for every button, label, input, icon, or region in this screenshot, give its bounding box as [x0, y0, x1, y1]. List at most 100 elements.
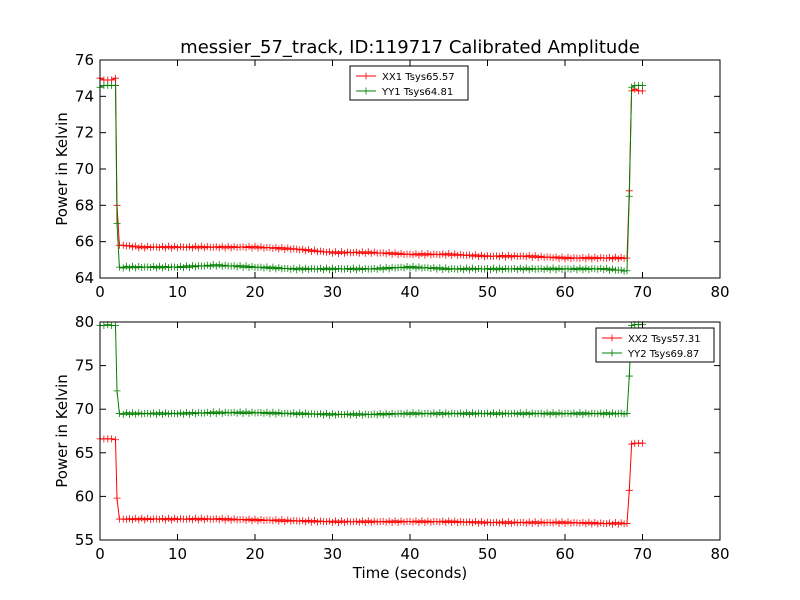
data-point	[439, 265, 447, 273]
data-point	[174, 244, 181, 252]
data-point	[576, 409, 584, 417]
top-y-axis-label: Power in Kelvin	[53, 112, 71, 226]
data-point	[564, 265, 572, 273]
data-point	[489, 252, 497, 260]
x-tick-label: 80	[710, 545, 729, 563]
data-point	[147, 264, 155, 272]
data-point	[162, 516, 170, 524]
data-point	[370, 517, 378, 525]
data-point	[510, 518, 518, 526]
x-tick-label: 0	[95, 545, 105, 563]
data-point	[481, 265, 489, 273]
x-tick-label: 40	[400, 545, 419, 563]
data-point	[469, 264, 477, 272]
data-point	[191, 410, 199, 418]
data-point	[185, 410, 193, 418]
data-point	[260, 264, 268, 272]
data-point	[561, 519, 569, 527]
data-point	[242, 408, 250, 416]
data-point	[385, 517, 393, 525]
data-point	[329, 410, 336, 418]
x-tick-label: 20	[245, 545, 264, 563]
data-point	[263, 408, 271, 416]
data-point	[617, 253, 625, 261]
legend-label: XX2 Tsys57.31	[628, 334, 701, 345]
data-point	[367, 249, 375, 257]
y-tick-label: 75	[75, 357, 94, 375]
data-point	[436, 264, 444, 272]
data-point	[320, 248, 328, 256]
data-point	[594, 255, 602, 263]
data-point	[138, 410, 146, 418]
data-point	[454, 265, 462, 273]
data-point	[507, 519, 515, 527]
data-point	[495, 253, 503, 261]
data-point	[221, 261, 229, 269]
data-point	[400, 518, 408, 526]
data-point	[463, 518, 471, 526]
data-point	[112, 74, 119, 82]
data-point	[439, 517, 447, 525]
data-point	[340, 249, 348, 257]
data-point	[567, 265, 575, 273]
data-point	[582, 255, 590, 263]
data-point	[209, 243, 217, 251]
data-point	[141, 244, 149, 252]
data-point	[314, 410, 322, 418]
data-point	[540, 519, 548, 527]
x-tick-label: 20	[245, 283, 264, 301]
data-point	[191, 242, 199, 250]
data-point	[287, 245, 295, 253]
data-point	[299, 266, 307, 274]
data-point	[579, 253, 587, 261]
data-point	[427, 410, 435, 418]
data-point	[275, 517, 283, 525]
data-point	[119, 410, 127, 418]
data-point	[510, 409, 518, 417]
data-point	[334, 265, 342, 273]
data-point	[215, 244, 223, 252]
data-point	[522, 409, 530, 417]
data-point	[528, 519, 536, 527]
data-point	[162, 244, 170, 252]
data-point	[623, 519, 631, 527]
data-point	[495, 264, 503, 272]
data-point	[331, 248, 339, 256]
data-point	[397, 409, 405, 417]
data-point	[236, 408, 244, 416]
data-point	[442, 264, 450, 272]
data-point	[543, 409, 551, 417]
data-point	[343, 264, 351, 272]
data-point	[628, 83, 636, 91]
data-point	[308, 247, 316, 255]
data-point	[484, 252, 491, 260]
data-point	[266, 265, 274, 273]
data-point	[355, 249, 363, 257]
data-point	[489, 519, 497, 527]
data-point	[579, 266, 587, 274]
data-point	[275, 409, 283, 417]
data-point	[293, 410, 301, 418]
legend-label: YY1 Tsys64.81	[381, 87, 453, 98]
data-point	[129, 243, 137, 251]
data-point	[555, 409, 563, 417]
data-point	[239, 515, 247, 523]
data-point	[329, 518, 336, 526]
data-point	[165, 410, 173, 418]
data-point	[552, 253, 560, 261]
data-point	[451, 250, 459, 258]
y-tick-label: 64	[75, 269, 94, 287]
data-point	[436, 518, 444, 526]
data-point	[412, 517, 420, 525]
data-point	[600, 266, 608, 274]
data-point	[218, 409, 226, 417]
series-2-group	[96, 81, 646, 275]
data-point	[245, 409, 253, 417]
data-point	[171, 514, 179, 522]
data-point	[236, 262, 244, 270]
data-point	[284, 516, 292, 524]
data-point	[361, 410, 369, 418]
data-point	[591, 253, 599, 261]
data-point	[320, 266, 328, 274]
data-point	[421, 519, 429, 527]
